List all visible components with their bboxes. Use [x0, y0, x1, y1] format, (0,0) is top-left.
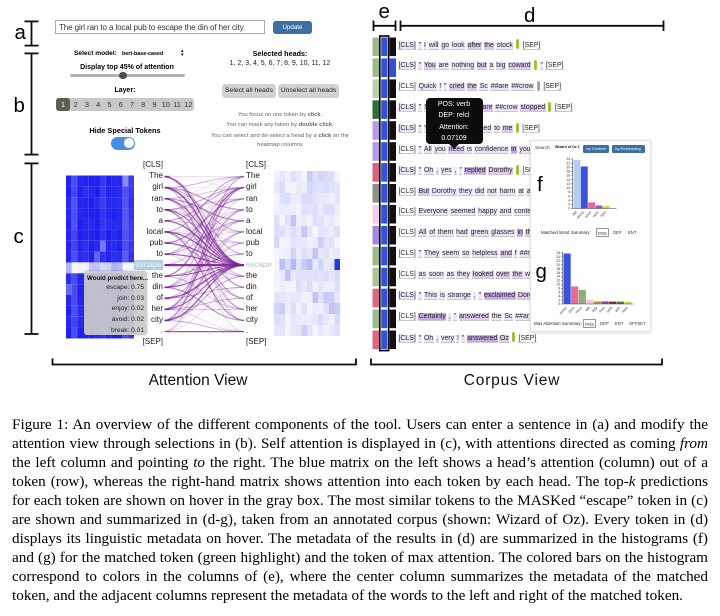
svg-text:sym: sym: [621, 306, 628, 313]
svg-text:10: 10: [566, 186, 570, 190]
svg-text:sym: sym: [599, 210, 606, 217]
svg-text:24: 24: [556, 255, 560, 259]
svg-text:8: 8: [568, 190, 570, 194]
svg-text:dot: dot: [571, 210, 577, 216]
svg-text:4: 4: [568, 198, 570, 202]
svg-text:20: 20: [556, 263, 560, 267]
svg-text:punct: punct: [576, 210, 585, 219]
svg-text:verb: verb: [592, 210, 600, 218]
svg-text:punct: punct: [559, 306, 568, 315]
svg-text:18: 18: [556, 267, 560, 271]
svg-text:noun: noun: [575, 306, 583, 314]
svg-text:16: 16: [556, 271, 560, 275]
svg-text:18: 18: [566, 170, 570, 174]
svg-text:num: num: [598, 306, 606, 314]
svg-text:adp: adp: [591, 306, 598, 313]
svg-text:verb: verb: [606, 306, 614, 314]
svg-text:12: 12: [556, 279, 560, 283]
svg-text:10: 10: [556, 283, 560, 287]
svg-text:22: 22: [566, 161, 570, 165]
svg-text:4: 4: [558, 294, 560, 298]
svg-text:6: 6: [568, 194, 570, 198]
svg-text:2: 2: [558, 298, 560, 302]
svg-text:22: 22: [556, 259, 560, 263]
svg-text:12: 12: [566, 182, 570, 186]
svg-text:noun: noun: [584, 210, 592, 218]
svg-text:pron: pron: [567, 306, 575, 314]
svg-text:8: 8: [558, 287, 560, 291]
svg-text:0: 0: [558, 302, 560, 306]
svg-text:20: 20: [566, 165, 570, 169]
svg-text:adj: adj: [584, 306, 590, 312]
svg-text:24: 24: [566, 157, 570, 161]
svg-text:0: 0: [568, 207, 570, 211]
svg-text:26: 26: [556, 251, 560, 255]
svg-text:14: 14: [556, 275, 560, 279]
svg-text:adv: adv: [614, 306, 621, 313]
svg-text:6: 6: [558, 290, 560, 294]
svg-text:16: 16: [566, 174, 570, 178]
svg-text:14: 14: [566, 178, 570, 182]
svg-text:2: 2: [568, 203, 570, 207]
